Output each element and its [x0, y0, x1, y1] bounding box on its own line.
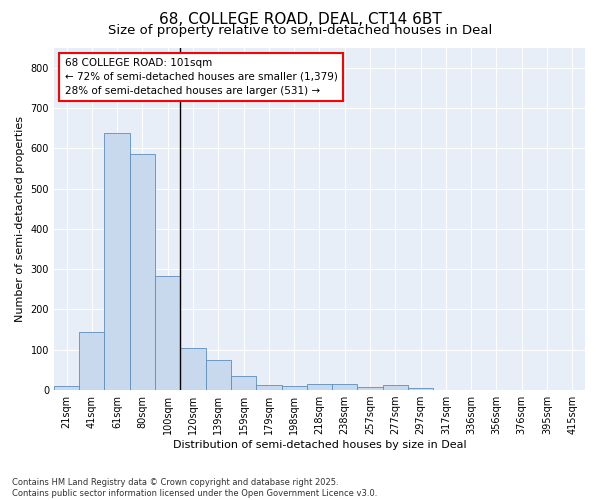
Text: Contains HM Land Registry data © Crown copyright and database right 2025.
Contai: Contains HM Land Registry data © Crown c…: [12, 478, 377, 498]
Bar: [256, 385, 281, 390]
Bar: [206, 360, 231, 390]
Text: 68, COLLEGE ROAD, DEAL, CT14 6BT: 68, COLLEGE ROAD, DEAL, CT14 6BT: [158, 12, 442, 28]
Y-axis label: Number of semi-detached properties: Number of semi-detached properties: [15, 116, 25, 322]
Bar: [383, 385, 408, 390]
Bar: [358, 387, 383, 390]
Bar: [181, 348, 206, 390]
Bar: [155, 276, 181, 390]
Bar: [408, 388, 433, 390]
Bar: [79, 332, 104, 390]
Bar: [231, 376, 256, 390]
Text: 68 COLLEGE ROAD: 101sqm
← 72% of semi-detached houses are smaller (1,379)
28% of: 68 COLLEGE ROAD: 101sqm ← 72% of semi-de…: [65, 58, 337, 96]
Bar: [307, 384, 332, 390]
Bar: [130, 154, 155, 390]
Bar: [54, 386, 79, 390]
Bar: [104, 133, 130, 390]
Text: Size of property relative to semi-detached houses in Deal: Size of property relative to semi-detach…: [108, 24, 492, 37]
Bar: [281, 386, 307, 390]
X-axis label: Distribution of semi-detached houses by size in Deal: Distribution of semi-detached houses by …: [173, 440, 466, 450]
Bar: [332, 384, 358, 390]
